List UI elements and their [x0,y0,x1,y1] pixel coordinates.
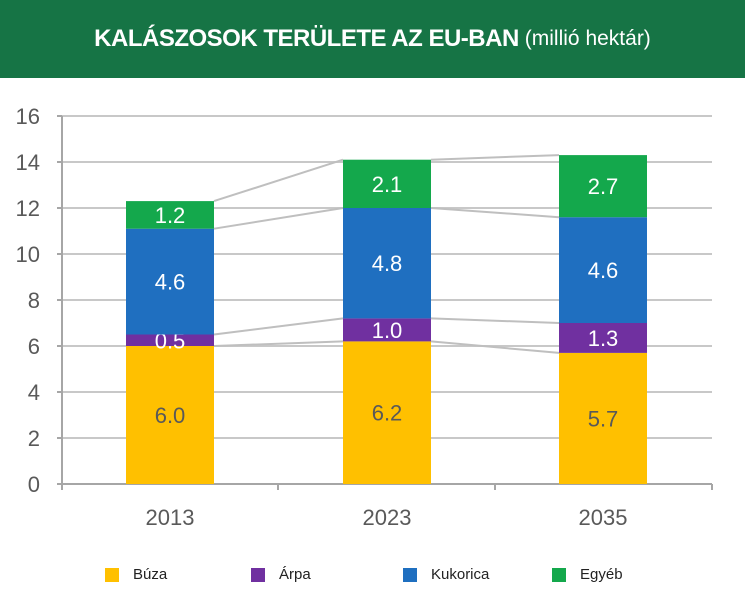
y-tick-label: 10 [16,242,40,267]
data-label: 4.6 [588,258,619,283]
y-tick-label: 14 [16,150,40,175]
connector-line [430,317,560,324]
connector-line [213,317,344,336]
bar-segment-kukorica [126,228,214,335]
data-label: 1.2 [155,203,186,228]
legend-swatch [105,567,119,582]
bar-segment-egyéb [126,201,214,229]
data-label: 6.2 [372,401,403,426]
legend-item-árpa: Árpa [251,566,311,583]
bar-segment-búza [343,341,431,484]
bar-segment-búza [559,352,647,484]
x-tick-label: 2035 [579,505,628,530]
connector-line [213,207,344,230]
y-tick-label: 12 [16,196,40,221]
legend-swatch [552,567,566,582]
connector-line [430,207,560,219]
bar-segment-egyéb [343,159,431,208]
bar-segment-búza [126,346,214,484]
legend-swatch [251,567,265,582]
bar-segment-árpa [126,334,214,346]
y-tick-label: 2 [28,426,40,451]
legend-label: Kukorica [431,566,490,583]
bar-segment-kukorica [343,208,431,319]
x-tick-label: 2013 [146,505,195,530]
legend-label: Árpa [279,566,311,583]
data-label: 2.1 [372,172,403,197]
legend-item-búza: Búza [105,566,167,583]
connector-line [213,340,344,347]
connector-line [430,340,560,354]
bar-segment-árpa [559,323,647,353]
data-label: 1.0 [372,318,403,343]
bar-segment-árpa [343,318,431,342]
x-tick-label: 2023 [363,505,412,530]
chart-title: KALÁSZOSOK TERÜLETE AZ EU-BAN [94,25,519,52]
data-label: 2.7 [588,174,619,199]
legend-swatch [403,567,417,582]
data-label: 4.8 [372,251,403,276]
legend-label: Egyéb [580,566,623,583]
y-tick-label: 8 [28,288,40,313]
connector-line [430,154,560,161]
y-tick-label: 4 [28,380,40,405]
data-label: 6.0 [155,403,186,428]
data-label: 5.7 [588,406,619,431]
legend-item-kukorica: Kukorica [403,566,489,583]
y-tick-label: 0 [28,472,40,497]
connector-line [213,158,344,203]
chart-header: KALÁSZOSOK TERÜLETE AZ EU-BAN (millió he… [0,0,745,78]
y-tick-label: 6 [28,334,40,359]
chart-subtitle: (millió hektár) [524,27,651,50]
legend-item-egyéb: Egyéb [552,566,623,583]
data-label: 1.3 [588,326,619,351]
y-tick-label: 16 [16,104,40,129]
legend-label: Búza [133,566,168,583]
bar-segment-kukorica [559,217,647,323]
data-label: 4.6 [155,270,186,295]
bar-segment-egyéb [559,155,647,218]
